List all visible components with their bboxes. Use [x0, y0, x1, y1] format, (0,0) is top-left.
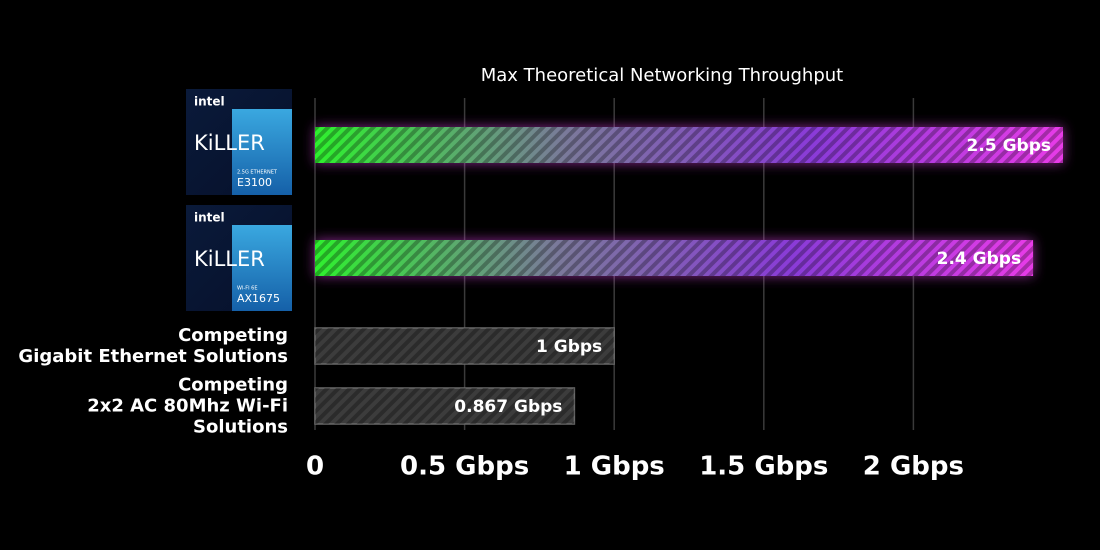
bar-hatch: [315, 127, 1063, 163]
x-tick-label: 1 Gbps: [564, 452, 665, 482]
x-tick-label: 1.5 Gbps: [699, 452, 828, 482]
x-tick-label: 0: [306, 452, 324, 482]
x-tick-label: 0.5 Gbps: [400, 452, 529, 482]
value-label: 1 Gbps: [536, 337, 602, 357]
logo-brand: intel: [194, 95, 225, 109]
value-label: 2.5 Gbps: [967, 136, 1051, 156]
chart-title: Max Theoretical Networking Throughput: [481, 65, 843, 86]
logo-name: KiLLER: [194, 131, 265, 155]
category-label: Competing 2x2 AC 80Mhz Wi-Fi Solutions: [87, 374, 288, 438]
value-label: 0.867 Gbps: [454, 397, 562, 417]
x-tick-label: 2 Gbps: [863, 452, 964, 482]
value-label: 2.4 Gbps: [937, 249, 1021, 269]
logo-line: WI-FI 6E: [237, 286, 258, 292]
logo-accent: [232, 225, 292, 311]
logo-model: E3100: [237, 176, 272, 189]
bar-hatch: [315, 388, 575, 424]
bar-hatch: [315, 240, 1034, 276]
logo-name: KiLLER: [194, 247, 265, 271]
bar-hatch: [315, 328, 615, 364]
category-label: Competing Gigabit Ethernet Solutions: [18, 325, 288, 367]
logo-line: 2.5G ETHERNET: [237, 170, 278, 176]
logo-accent: [232, 109, 292, 195]
logo-model: AX1675: [237, 292, 280, 305]
logo-brand: intel: [194, 211, 225, 225]
